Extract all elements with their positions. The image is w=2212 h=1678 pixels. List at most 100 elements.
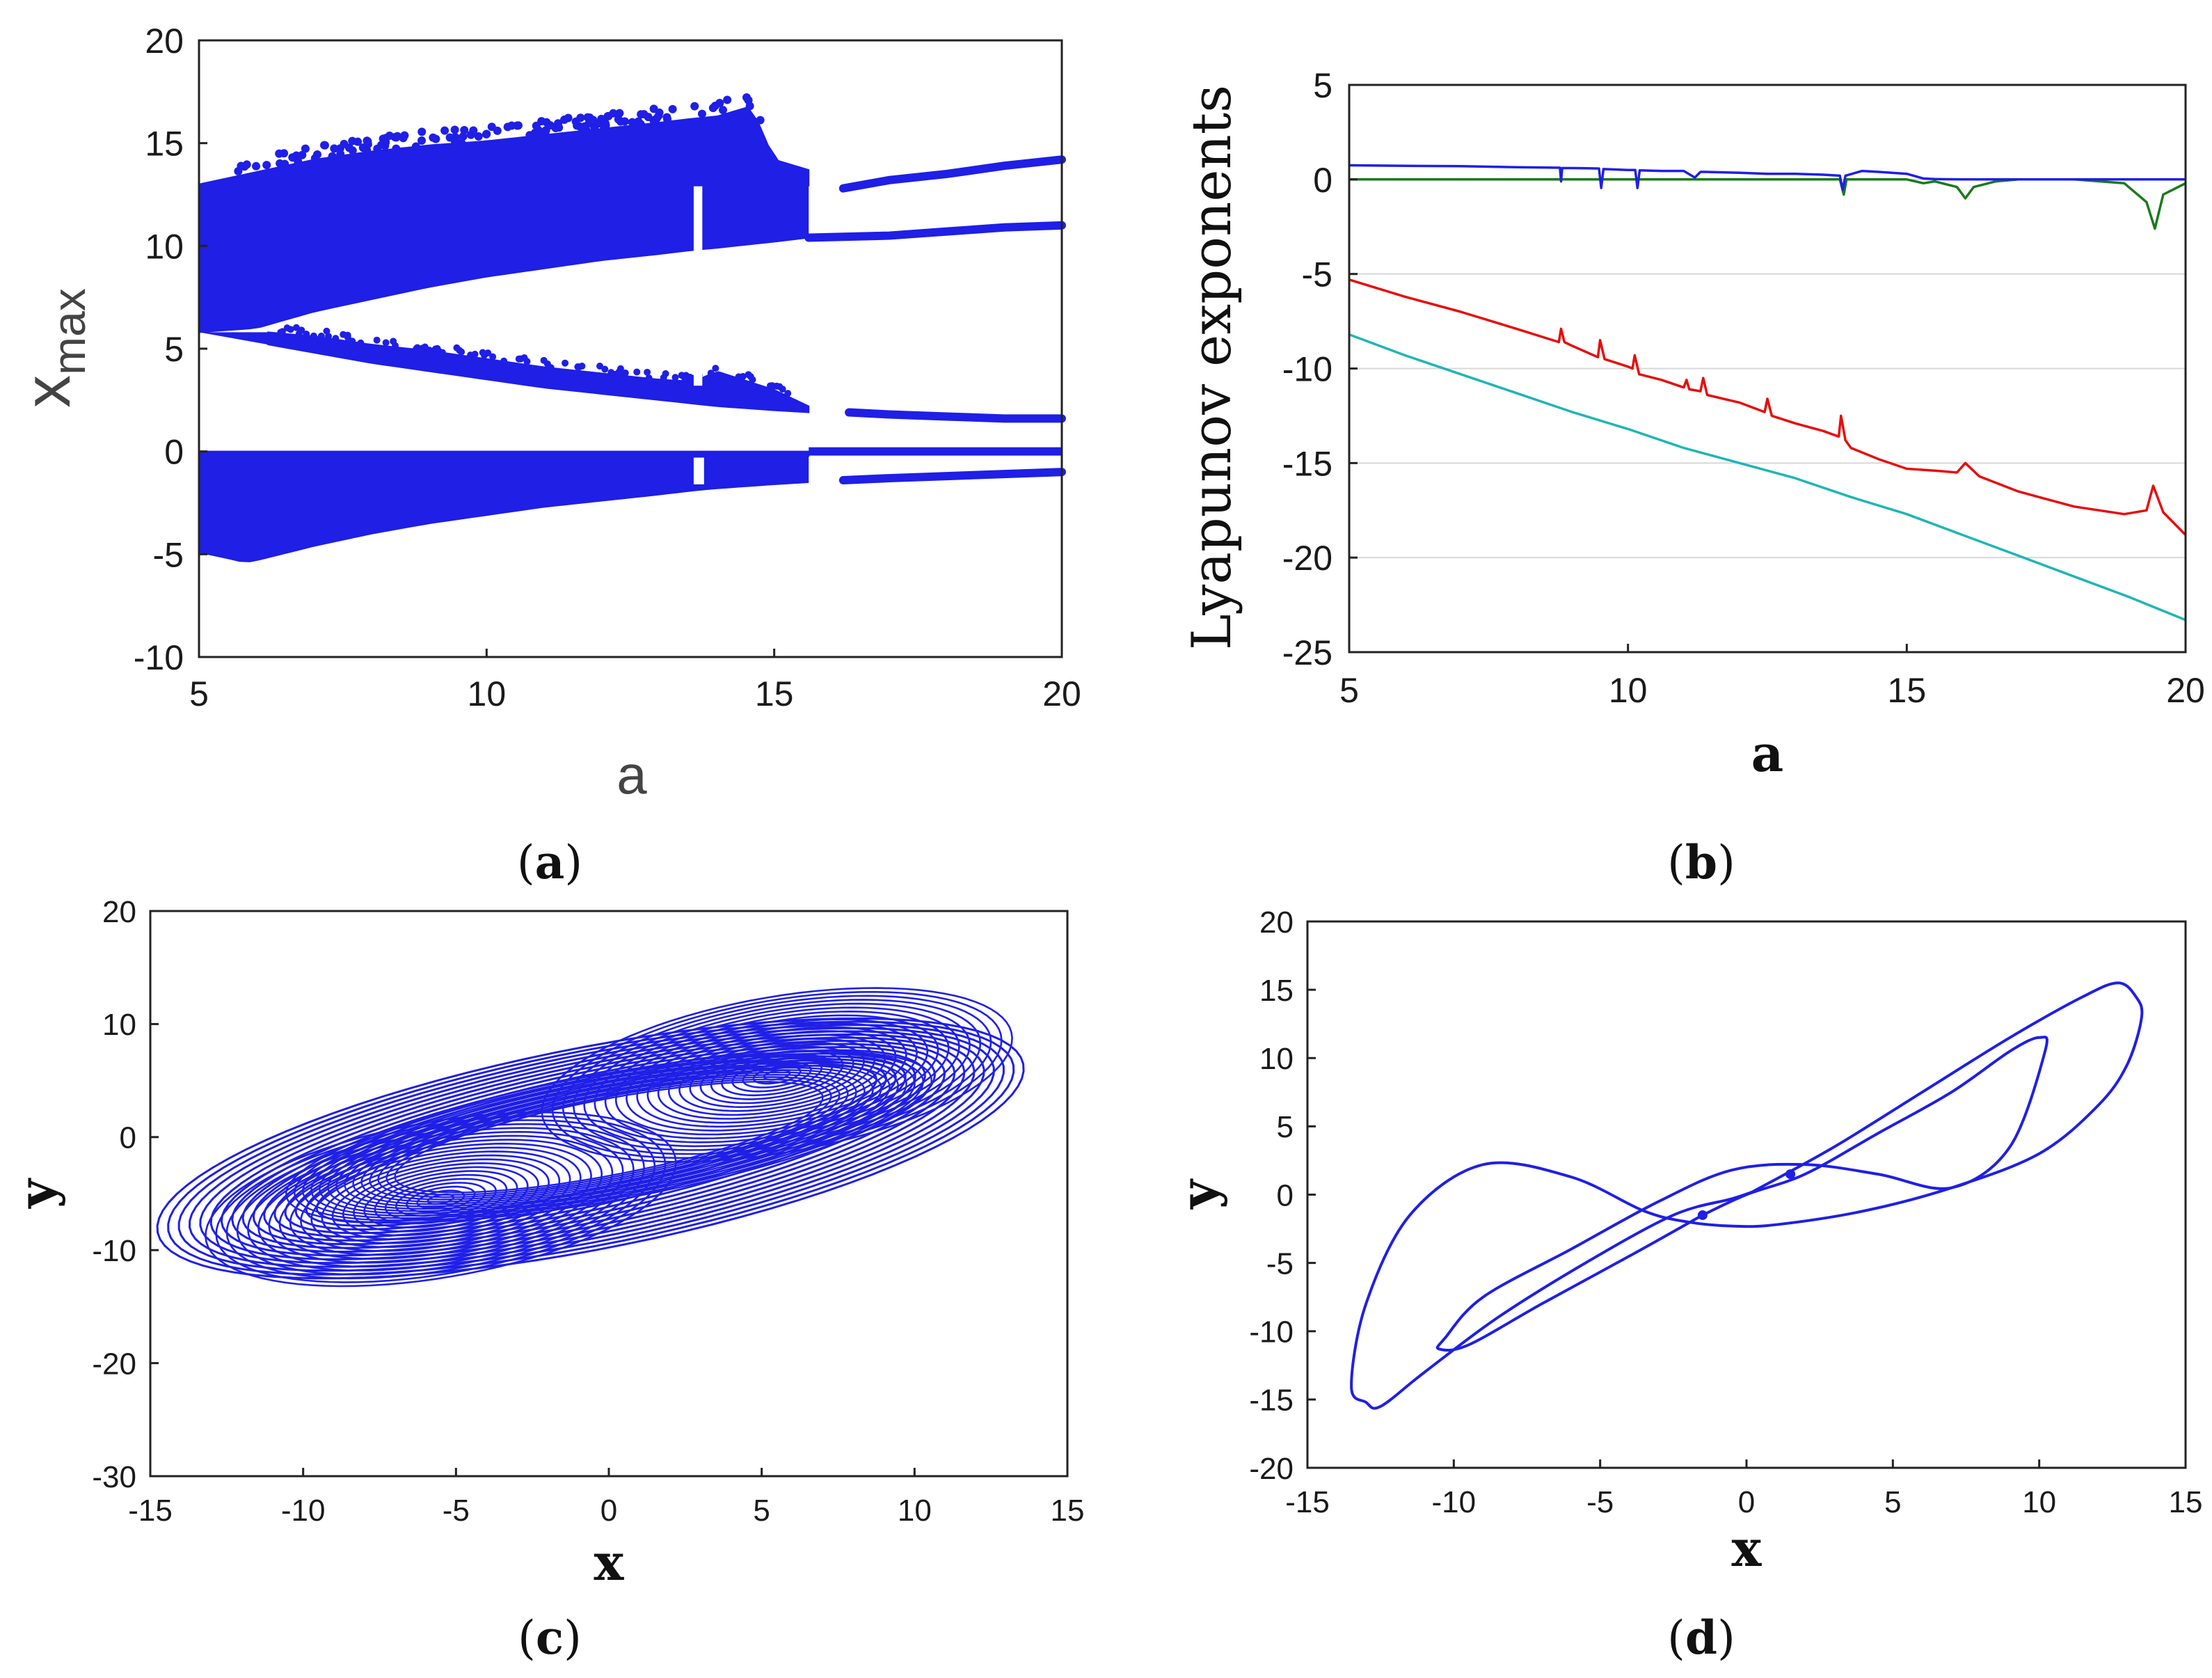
- bifurcation-point: [278, 328, 286, 335]
- x-tick-label: 5: [189, 674, 209, 713]
- bifurcation-point: [252, 161, 261, 171]
- attractor-envelope-trajectory: [199, 1030, 985, 1265]
- bifurcation-point: [756, 116, 765, 125]
- y-tick-label: 0: [164, 433, 184, 472]
- connecting-trajectory: [285, 1050, 932, 1224]
- y-tick-label: 10: [102, 1008, 136, 1042]
- x-tick-label: 15: [755, 674, 794, 713]
- attractor-envelope-trajectory: [231, 1040, 956, 1253]
- y-tick-label: -5: [1302, 255, 1332, 294]
- bifurcation-point: [474, 132, 483, 141]
- panel-d-caption: (d): [1667, 1610, 1735, 1665]
- right-scroll-trajectory: [594, 1006, 960, 1143]
- attractor-envelope-trajectory: [241, 1043, 946, 1249]
- lyapunov-series-le1: [1348, 164, 2186, 191]
- bifurcation-point: [358, 143, 367, 152]
- connecting-trajectory: [327, 1062, 891, 1212]
- x-tick-label: 10: [898, 1494, 932, 1528]
- lyapunov-series-le3: [1348, 278, 2187, 536]
- x-tick-label: -5: [443, 1494, 470, 1528]
- right-scroll-trajectory: [689, 1041, 865, 1109]
- panel-b-plot-area: [1348, 164, 2187, 622]
- bifurcation-point: [440, 126, 449, 135]
- panel-c-plot-area: [156, 987, 1025, 1288]
- bifurcation-point: [382, 339, 390, 347]
- bifurcation-point: [621, 369, 629, 377]
- bifurcation-point: [668, 104, 677, 113]
- right-scroll-trajectory: [573, 999, 982, 1151]
- bifurcation-point: [710, 102, 719, 111]
- bifurcation-point: [262, 161, 271, 170]
- panel-a-y-ticks: -10 -5 0 5 10 15 20: [134, 22, 207, 677]
- bifurcation-point: [373, 144, 382, 153]
- bifurcation-point: [628, 118, 637, 127]
- bifurcation-point: [363, 136, 372, 145]
- bifurcation-point: [344, 331, 351, 339]
- right-scroll-trajectory: [583, 1002, 971, 1148]
- bifurcation-point: [421, 343, 429, 351]
- panel-a-y-label-sub: max: [43, 288, 95, 375]
- bifurcation-point: [644, 368, 651, 376]
- periodic-branch: [838, 468, 1066, 485]
- attractor-envelope-trajectory: [209, 1033, 976, 1260]
- connecting-trajectory: [352, 1069, 866, 1205]
- bifurcation-point: [449, 134, 458, 143]
- bifurcation-point: [471, 350, 479, 358]
- equilibrium-marker: [1697, 1210, 1708, 1220]
- bifurcation-point: [460, 125, 469, 134]
- bifurcation-point: [336, 150, 345, 159]
- panel-d-x-axis-label: x: [1732, 1519, 1763, 1578]
- bifurcation-point: [484, 349, 492, 357]
- right-scroll-trajectory: [646, 1026, 907, 1124]
- bifurcation-point: [576, 113, 585, 122]
- bifurcation-point: [357, 339, 365, 347]
- bifurcation-point: [450, 125, 459, 134]
- chaotic-middle-band: [267, 331, 810, 413]
- y-tick-label: 15: [1259, 974, 1294, 1008]
- bifurcation-point: [596, 363, 604, 370]
- right-scroll-trajectory: [678, 1038, 876, 1112]
- connecting-trajectory: [360, 1071, 857, 1203]
- bifurcation-point: [719, 106, 728, 115]
- bifurcation-point: [612, 370, 619, 378]
- connecting-trajectory: [294, 1052, 924, 1221]
- right-scroll-trajectory: [636, 1022, 918, 1128]
- bifurcation-point: [317, 332, 325, 340]
- x-tick-label: 15: [1888, 671, 1927, 710]
- x-tick-label: 5: [753, 1494, 770, 1528]
- bifurcation-point: [515, 355, 523, 363]
- bifurcation-point: [523, 358, 531, 365]
- bifurcation-point: [283, 324, 291, 332]
- y-tick-label: -10: [92, 1234, 136, 1268]
- y-tick-label: 0: [1313, 161, 1332, 200]
- equilibrium-marker: [1785, 1169, 1796, 1180]
- y-tick-label: -15: [1249, 1384, 1294, 1418]
- panel-a-y-axis-label: xmax: [10, 288, 95, 408]
- bifurcation-point: [601, 365, 609, 373]
- bifurcation-point: [514, 121, 523, 130]
- bifurcation-point: [687, 374, 694, 382]
- bifurcation-point: [587, 119, 596, 128]
- periodic-window-gap: [809, 186, 843, 386]
- y-tick-label: -5: [153, 535, 184, 574]
- periodic-branch: [845, 408, 1066, 423]
- right-scroll-trajectory: [731, 1057, 823, 1093]
- right-scroll-trajectory: [614, 1014, 939, 1136]
- bifurcation-point: [469, 126, 478, 135]
- bifurcation-point: [323, 327, 331, 335]
- panel-d-x-ticks: -15 -10 -5 0 5 10 15: [1285, 1459, 2202, 1519]
- panel-a-x-axis-label: a: [616, 744, 647, 805]
- bifurcation-point: [779, 386, 786, 393]
- x-tick-label: 0: [1738, 1485, 1755, 1519]
- x-tick-label: 10: [468, 674, 507, 713]
- bifurcation-point: [479, 349, 486, 356]
- bifurcation-point: [583, 113, 592, 122]
- bifurcation-point: [745, 371, 752, 379]
- bifurcation-point: [417, 136, 427, 145]
- bifurcation-point: [547, 364, 555, 372]
- bifurcation-point: [373, 336, 381, 344]
- y-tick-label: 10: [145, 227, 184, 266]
- bifurcation-point: [555, 123, 564, 132]
- periodic-branch: [838, 155, 1066, 193]
